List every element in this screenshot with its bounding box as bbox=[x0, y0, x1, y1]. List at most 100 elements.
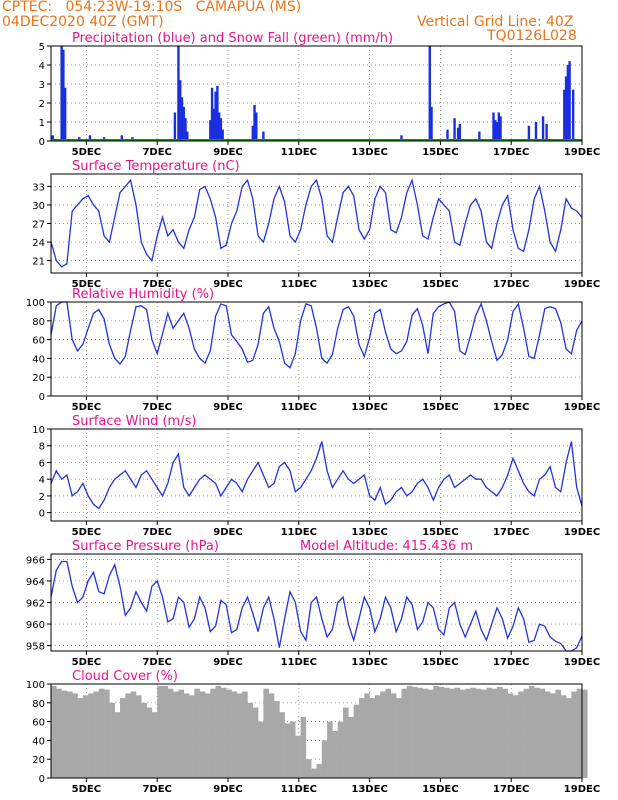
cloud-bar bbox=[104, 689, 110, 778]
y-tick-label: 2 bbox=[39, 492, 45, 503]
precip-bar bbox=[253, 104, 256, 141]
panel-title: Precipitation (blue) and Snow Fall (gree… bbox=[72, 31, 393, 46]
x-tick-label: 19DEC bbox=[564, 527, 600, 538]
y-tick-label: 10 bbox=[32, 425, 45, 436]
x-tick-label: 11DEC bbox=[281, 657, 317, 668]
cloud-bar bbox=[61, 690, 68, 778]
panel-1: Surface Temperature (nC) 21 24 27 30 33 5DEC 7D… bbox=[32, 159, 600, 290]
x-tick-label: 17DEC bbox=[493, 784, 529, 795]
precip-bar bbox=[219, 118, 223, 141]
x-tick-label: 5DEC bbox=[72, 657, 101, 668]
x-tick-label: 9DEC bbox=[213, 147, 242, 158]
cloud-bar bbox=[358, 698, 365, 778]
precip-bar bbox=[571, 89, 575, 141]
cloud-bar bbox=[258, 721, 264, 778]
precip-bar bbox=[456, 127, 460, 141]
precip-bar bbox=[217, 112, 221, 141]
x-tick-label: 19DEC bbox=[564, 657, 600, 668]
cloud-bar bbox=[507, 693, 514, 778]
x-tick-label: 5DEC bbox=[72, 784, 101, 795]
x-tick-label: 5DEC bbox=[72, 147, 101, 158]
precip-bar bbox=[88, 135, 92, 141]
precip-bar bbox=[179, 80, 182, 141]
y-tick-label: 80 bbox=[32, 317, 45, 328]
y-tick-label: 958 bbox=[26, 642, 45, 653]
x-tick-label: 17DEC bbox=[493, 657, 529, 668]
y-tick-label: 40 bbox=[32, 736, 45, 747]
cloud-bar bbox=[51, 685, 57, 778]
x-tick-label: 15DEC bbox=[422, 657, 458, 668]
cloud-bar bbox=[167, 688, 174, 778]
x-tick-label: 13DEC bbox=[351, 527, 387, 538]
x-tick-label: 17DEC bbox=[493, 279, 529, 290]
cloud-bar bbox=[56, 688, 62, 778]
cloud-bar bbox=[236, 693, 243, 778]
cloud-bar bbox=[369, 698, 376, 778]
y-tick-label: 0 bbox=[39, 392, 45, 403]
cloud-bar bbox=[199, 691, 206, 778]
x-tick-label: 13DEC bbox=[351, 147, 387, 158]
panel-title: Surface Temperature (nC) bbox=[72, 159, 240, 174]
cloud-bar bbox=[210, 688, 216, 778]
x-tick-label: 17DEC bbox=[493, 147, 529, 158]
y-tick-label: 8 bbox=[39, 442, 45, 453]
panel-title: Relative Humidity (%) bbox=[72, 287, 214, 302]
precip-bar bbox=[63, 87, 67, 141]
cloud-bar bbox=[528, 685, 535, 778]
cloud-bar bbox=[279, 712, 285, 778]
cloud-bar bbox=[454, 687, 461, 778]
cloud-bar bbox=[582, 689, 588, 778]
precip-bar bbox=[186, 131, 189, 141]
cloud-bar bbox=[502, 688, 508, 778]
cloud-bar bbox=[406, 685, 413, 778]
precip-bar bbox=[495, 122, 499, 141]
cloud-bar bbox=[380, 691, 386, 778]
cloud-bar bbox=[316, 763, 323, 778]
cloud-bar bbox=[151, 712, 158, 778]
cloud-bar bbox=[534, 687, 540, 778]
panel-annotation: Model Altitude: 415.436 m bbox=[300, 539, 473, 554]
cloud-bar bbox=[353, 704, 360, 778]
cloud-bar bbox=[311, 768, 317, 778]
plot-frame bbox=[50, 173, 583, 274]
cloud-bar bbox=[364, 693, 370, 778]
precip-bar bbox=[262, 131, 265, 141]
cloud-bar bbox=[305, 759, 312, 778]
cloud-bar bbox=[390, 693, 397, 778]
cloud-bar bbox=[396, 698, 402, 778]
panel-3: Surface Wind (m/s) 0 2 4 6 8 10 5DEC 7DEC 9DEC 11D… bbox=[32, 414, 600, 538]
cloud-bar bbox=[252, 707, 259, 778]
precip-bar bbox=[184, 118, 187, 141]
station-header: CPTEC: 054:23W-19:10S CAMAPUA (MS) bbox=[2, 0, 302, 15]
precip-bar bbox=[182, 106, 185, 141]
cloud-bar bbox=[401, 688, 408, 778]
x-tick-label: 13DEC bbox=[351, 279, 387, 290]
x-tick-label: 5DEC bbox=[72, 279, 101, 290]
x-tick-label: 5DEC bbox=[72, 402, 101, 413]
cloud-bar bbox=[120, 698, 126, 778]
x-tick-label: 9DEC bbox=[213, 279, 242, 290]
y-tick-label: 100 bbox=[26, 680, 45, 691]
cloud-bar bbox=[300, 716, 307, 778]
cloud-bar bbox=[220, 687, 227, 778]
cloud-bar bbox=[374, 695, 381, 778]
model-code: TQ0126L028 bbox=[487, 28, 577, 44]
precip-bar bbox=[541, 116, 545, 141]
precip-bar bbox=[478, 131, 481, 141]
cloud-bar bbox=[512, 695, 519, 778]
y-tick-label: 4 bbox=[39, 61, 45, 72]
series-line bbox=[50, 441, 583, 510]
x-tick-label: 19DEC bbox=[564, 147, 600, 158]
x-tick-label: 9DEC bbox=[213, 784, 242, 795]
y-tick-label: 960 bbox=[26, 620, 45, 631]
y-tick-label: 0 bbox=[39, 137, 45, 148]
y-tick-label: 0 bbox=[39, 774, 45, 785]
cloud-bar bbox=[438, 686, 445, 778]
y-tick-label: 21 bbox=[32, 257, 45, 268]
cloud-bar bbox=[204, 693, 211, 778]
precip-bar bbox=[400, 135, 403, 141]
precip-bar bbox=[453, 118, 456, 141]
precip-bar bbox=[255, 112, 258, 141]
precip-bar bbox=[428, 46, 431, 141]
